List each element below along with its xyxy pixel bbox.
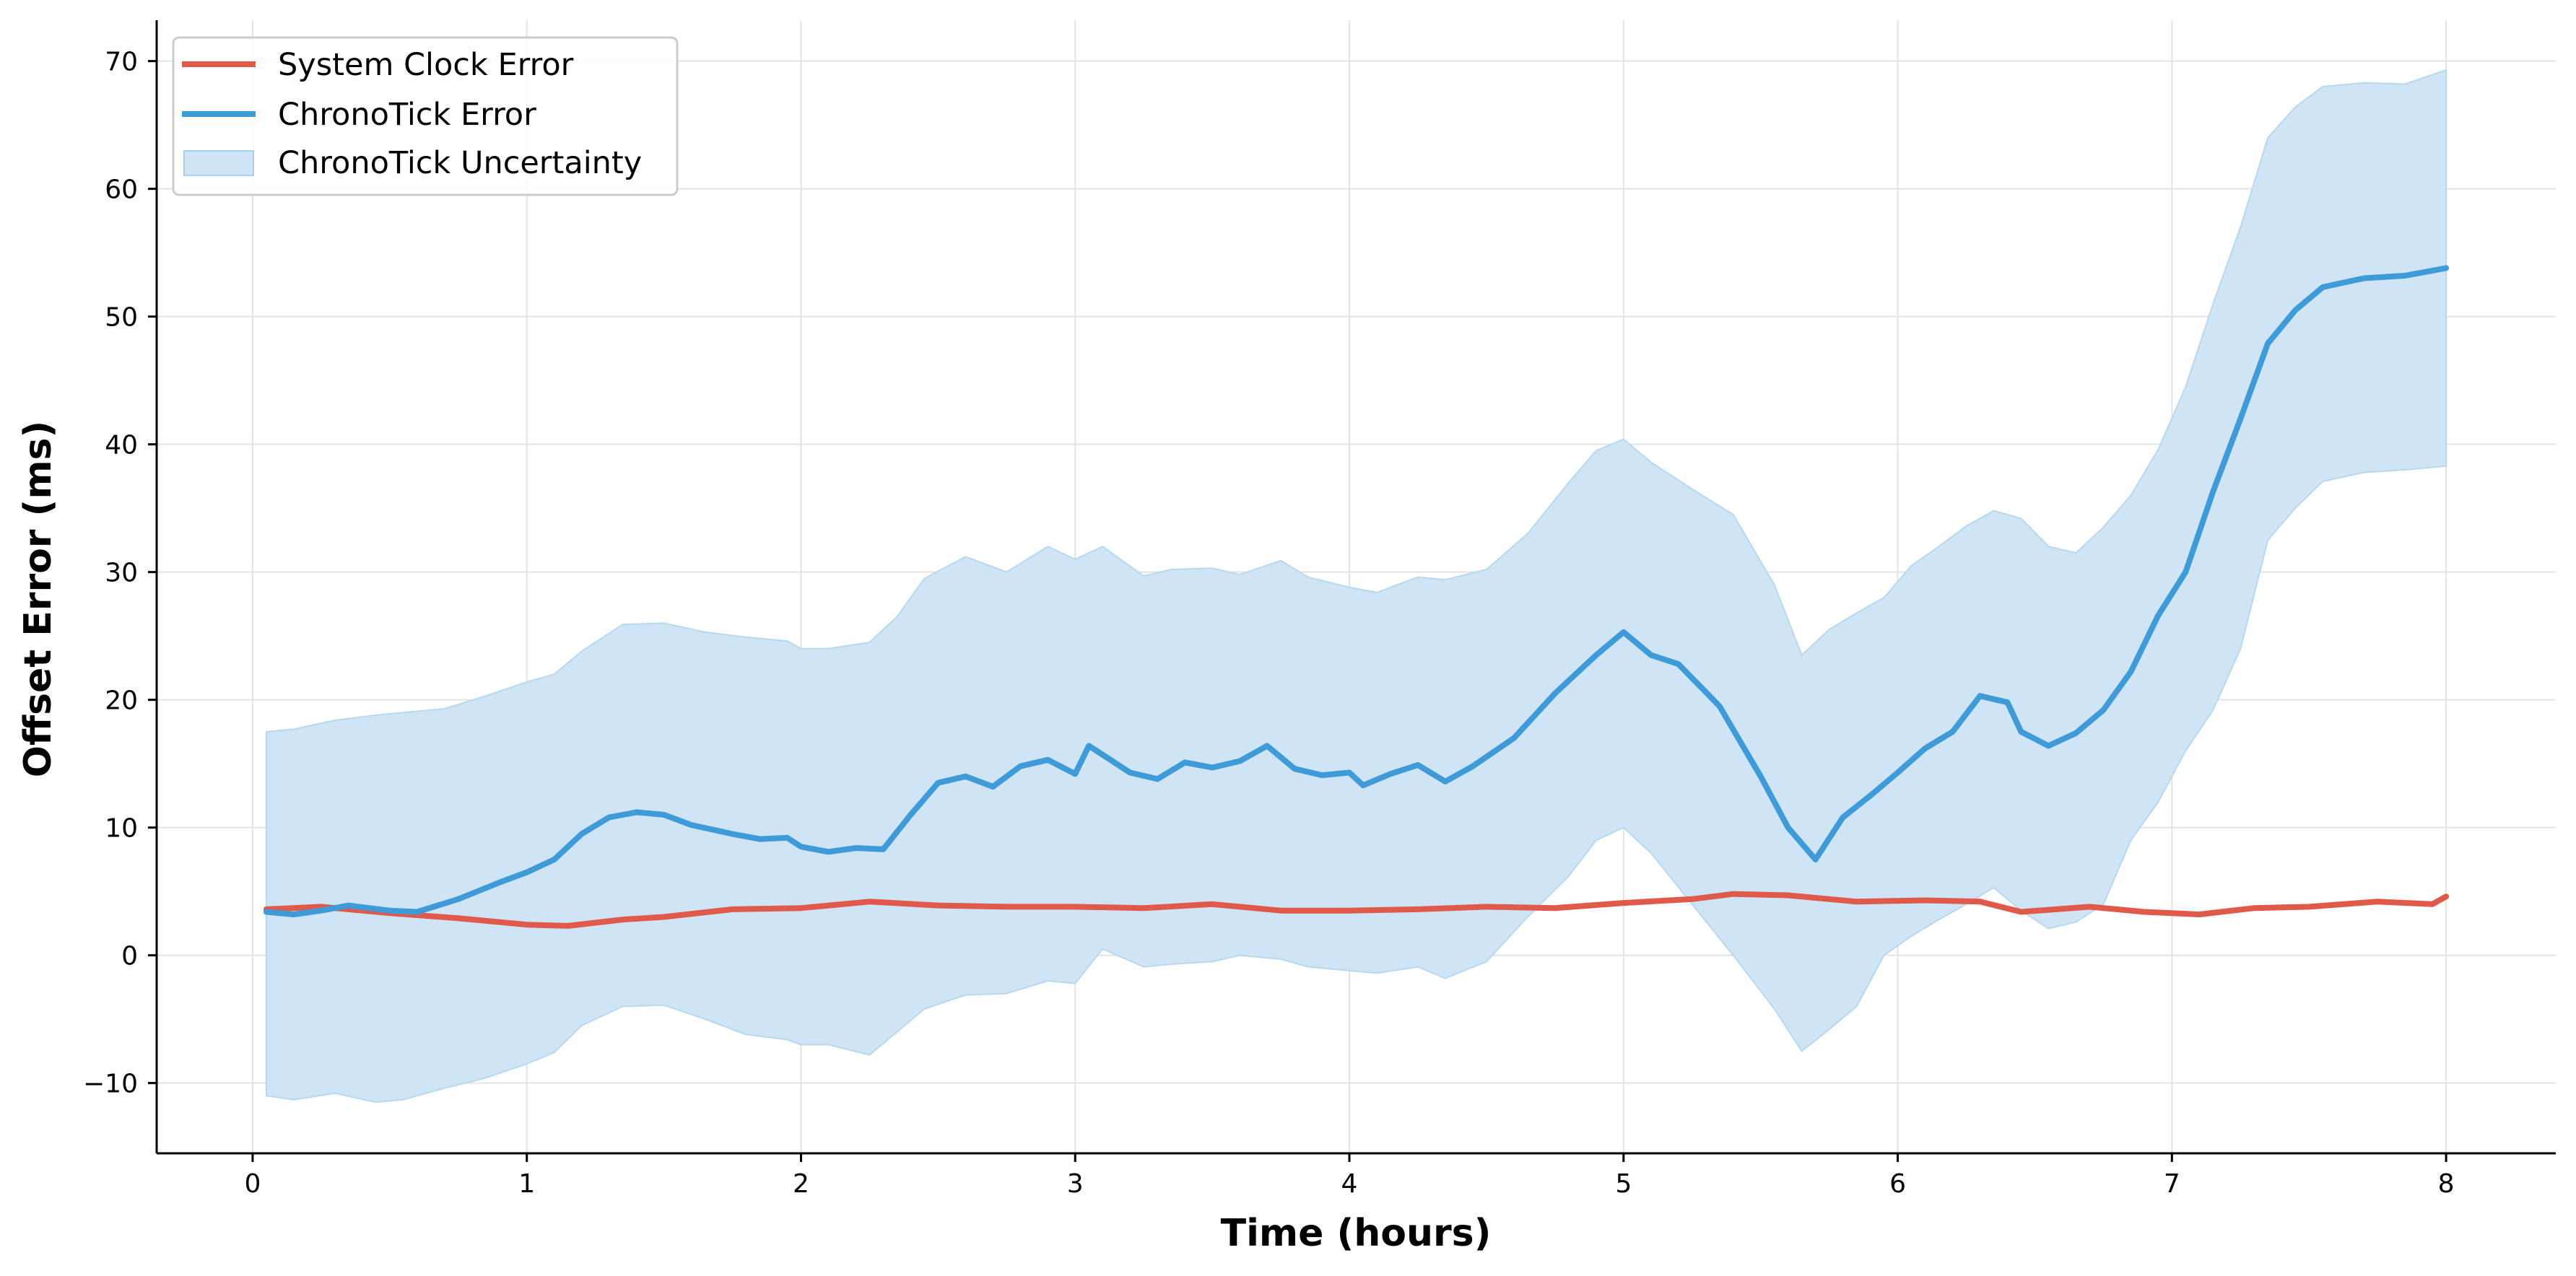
- x-tick-label: 6: [1889, 1169, 1906, 1199]
- x-tick-label: 3: [1067, 1169, 1084, 1199]
- legend-label-system-clock: System Clock Error: [278, 47, 574, 83]
- x-tick-label: 4: [1341, 1169, 1358, 1199]
- x-tick-label: 0: [244, 1169, 261, 1199]
- legend-label-chronotick: ChronoTick Error: [278, 97, 536, 133]
- y-tick-label: 10: [105, 814, 138, 844]
- y-tick-label: 50: [105, 303, 138, 333]
- legend-label-uncertainty: ChronoTick Uncertainty: [278, 145, 642, 181]
- y-tick-label: 60: [105, 175, 138, 205]
- chronotick-error-line: [263, 265, 2450, 917]
- tick-labels: 0 1 2 3 4 5 6 7 8 −10 0 10 20 30 40 50 60 70: [83, 48, 2455, 1199]
- uncertainty-band-layer: [265, 69, 2447, 1104]
- x-tick-label: 5: [1615, 1169, 1632, 1199]
- y-tick-label: 20: [105, 686, 138, 716]
- y-tick-label: 0: [121, 942, 138, 971]
- x-tick-label: 2: [793, 1169, 809, 1199]
- y-tick-label: 70: [105, 48, 138, 77]
- legend-swatch-uncertainty: [183, 150, 254, 176]
- series-line-layer: [263, 265, 2450, 929]
- x-tick-label: 7: [2164, 1169, 2180, 1199]
- x-axis-title: Time (hours): [1221, 1212, 1492, 1255]
- axes: [148, 20, 2556, 1162]
- legend-frame: [172, 36, 679, 196]
- x-tick-label: 1: [518, 1169, 535, 1199]
- y-axis-title: Offset Error (ms): [17, 421, 60, 777]
- y-tick-label: 40: [105, 431, 138, 460]
- system-clock-error-line: [263, 891, 2450, 929]
- x-tick-label: 8: [2438, 1169, 2455, 1199]
- legend: System Clock Error ChronoTick Error Chro…: [172, 36, 679, 196]
- y-tick-label: 30: [105, 559, 138, 588]
- uncertainty-band: [265, 69, 2447, 1104]
- y-tick-label: −10: [83, 1070, 138, 1099]
